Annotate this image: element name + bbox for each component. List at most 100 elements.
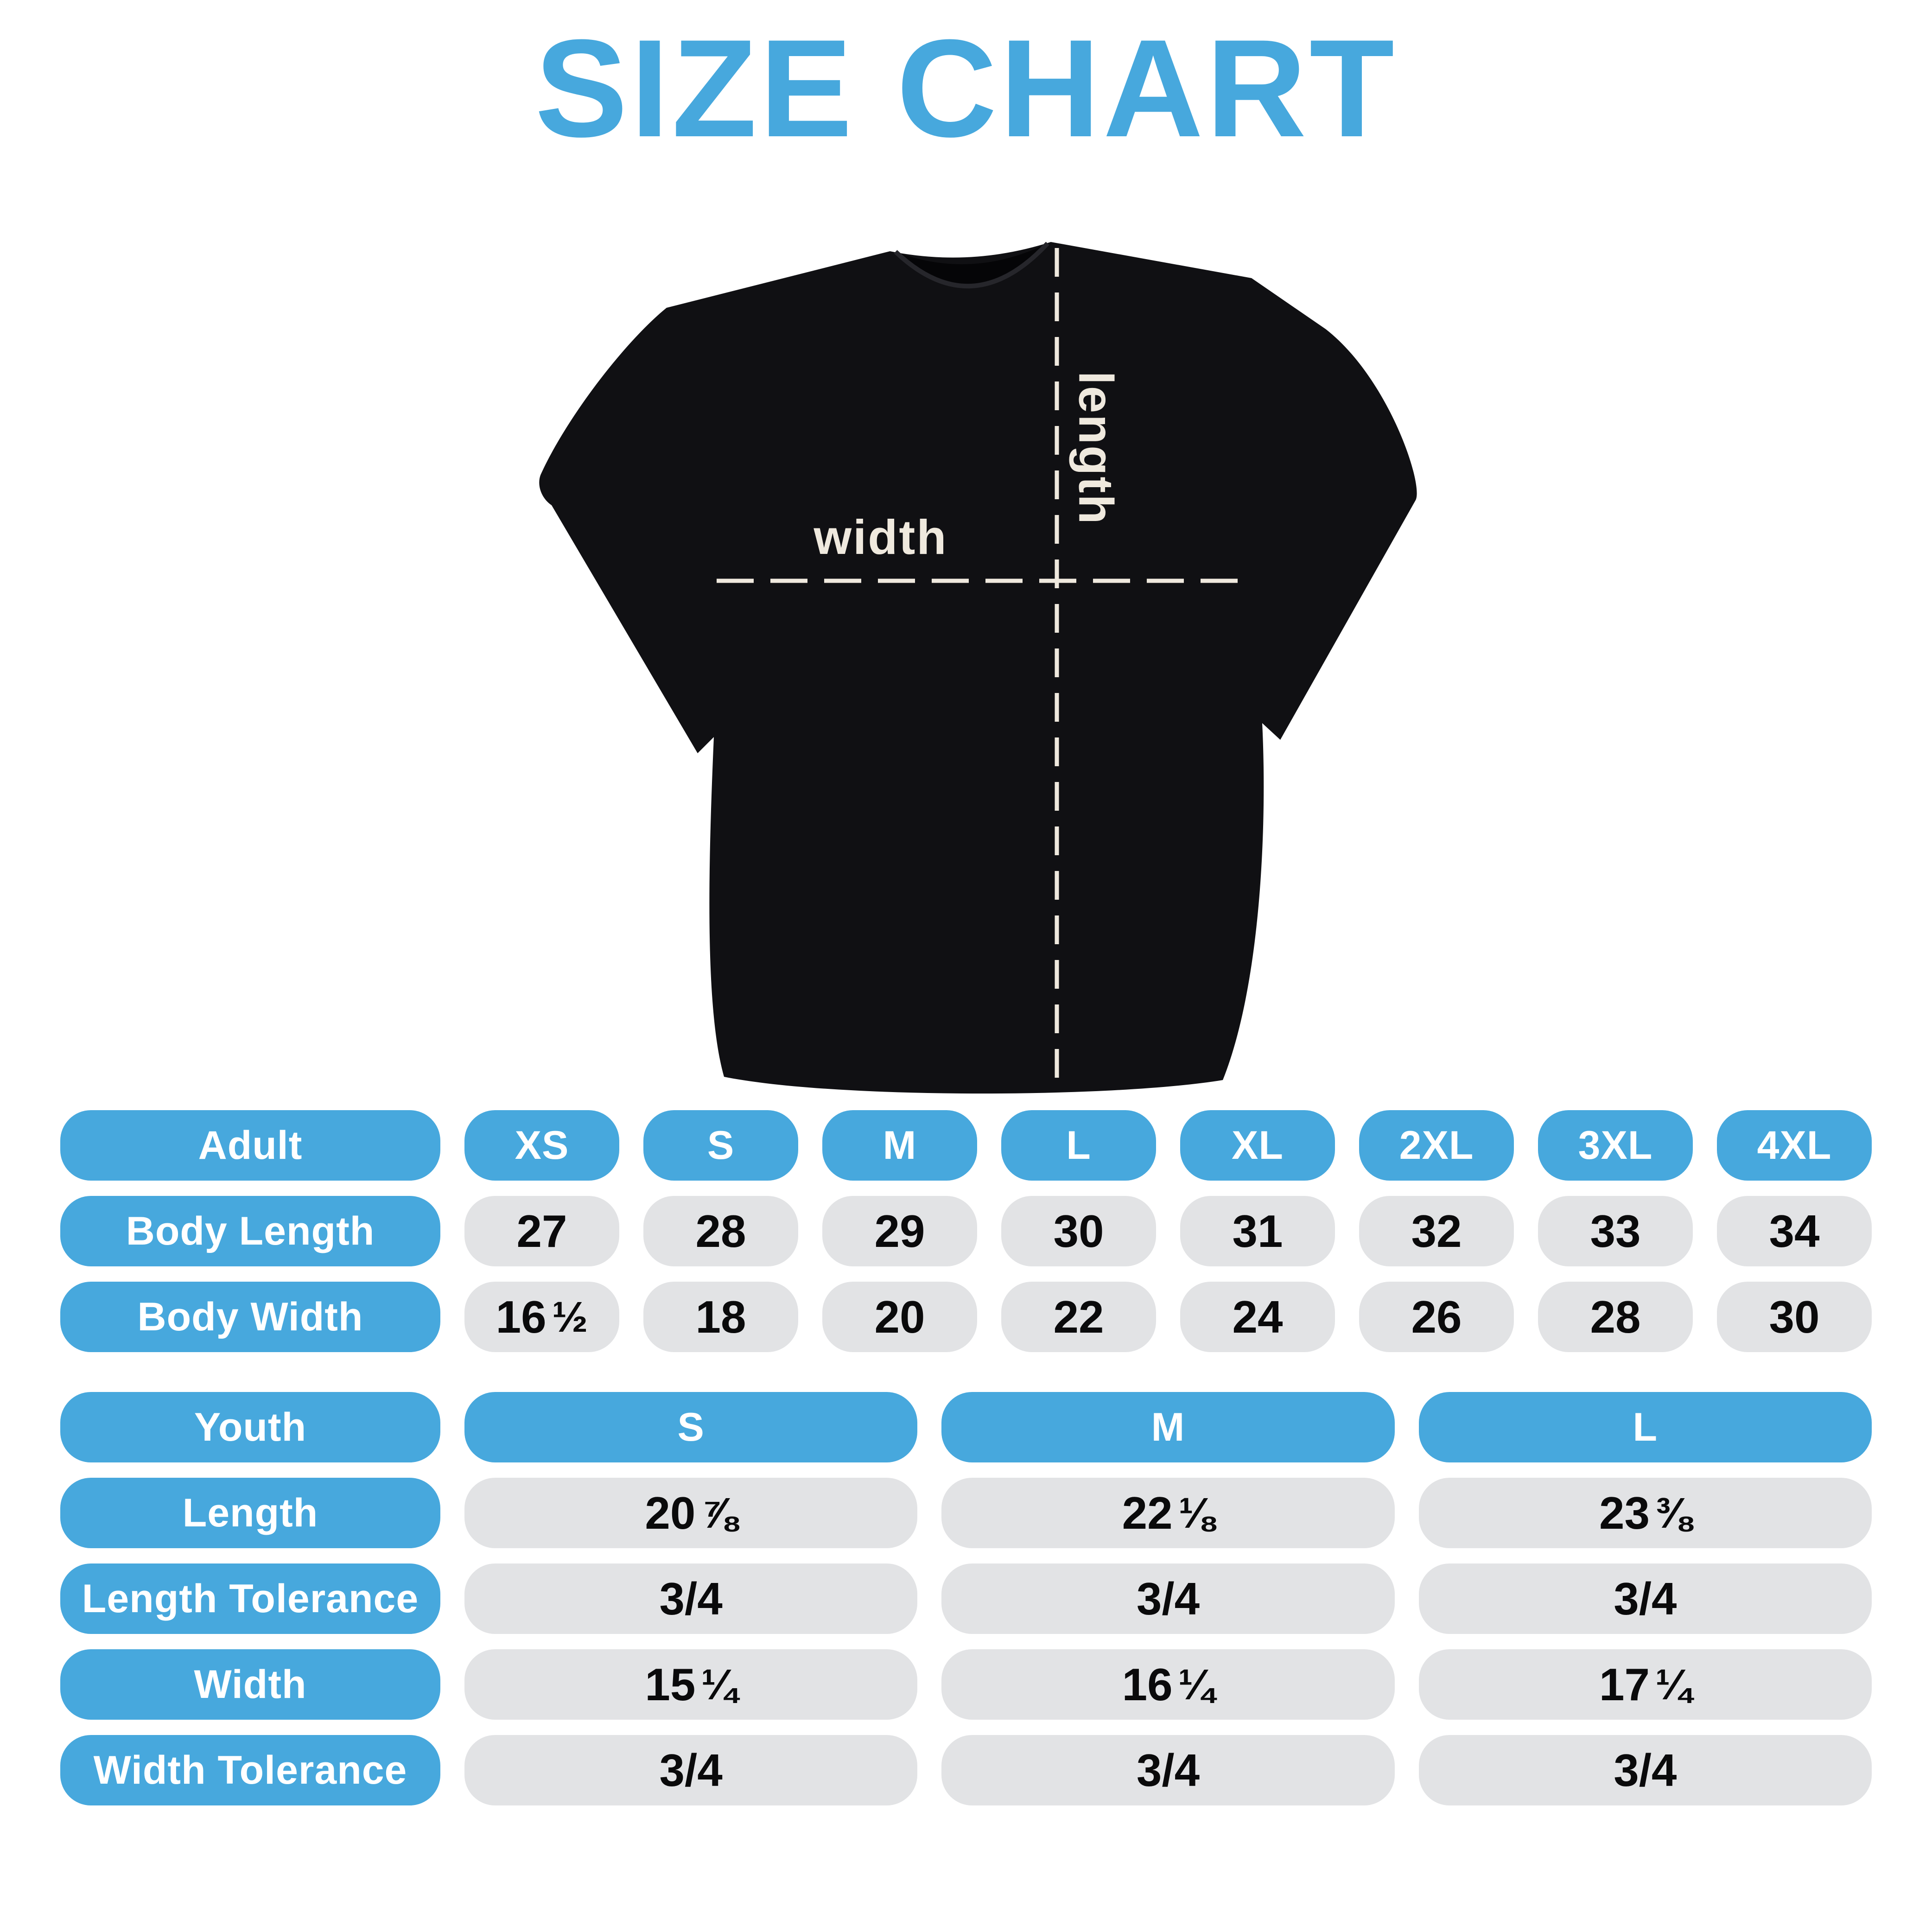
size-header-pill-m: M bbox=[822, 1110, 977, 1181]
value-main: 24 bbox=[1232, 1291, 1283, 1342]
value-pill: 3/4 bbox=[464, 1735, 918, 1805]
value-pill: 32 bbox=[1359, 1196, 1514, 1266]
row-label: Width Tolerance bbox=[93, 1748, 407, 1792]
size-header-label: M bbox=[1151, 1405, 1185, 1449]
value-pill: 26 bbox=[1359, 1282, 1514, 1352]
value-pill: 33 bbox=[1538, 1196, 1693, 1266]
page-title: SIZE CHART bbox=[535, 10, 1397, 166]
value-fraction: ½ bbox=[552, 1292, 588, 1341]
value-main: 17 bbox=[1599, 1659, 1650, 1710]
value-main: 3/4 bbox=[1136, 1744, 1200, 1796]
row-label-pill-width-tolerance: Width Tolerance bbox=[60, 1735, 440, 1805]
value-pill: 34 bbox=[1717, 1196, 1872, 1266]
youth-size-table: Youth S M L Length 20 ⅞ 22 ⅛ 23 ⅜ Length To… bbox=[60, 1392, 1872, 1805]
youth-header-label-pill: Youth bbox=[60, 1392, 440, 1462]
youth-size-header-pill-l: L bbox=[1418, 1392, 1872, 1462]
value-fraction: ⅜ bbox=[1655, 1488, 1691, 1537]
size-header-label: L bbox=[1066, 1123, 1091, 1168]
value-main: 34 bbox=[1769, 1205, 1820, 1257]
length-label: length bbox=[1068, 371, 1123, 526]
value-main: 22 bbox=[1122, 1487, 1173, 1538]
value-main: 28 bbox=[1590, 1291, 1641, 1342]
value-pill: 17 ¼ bbox=[1418, 1649, 1872, 1720]
value-main: 15 bbox=[645, 1659, 696, 1710]
value-main: 31 bbox=[1232, 1205, 1283, 1257]
value-main: 20 bbox=[874, 1291, 925, 1342]
size-header-pill-s: S bbox=[643, 1110, 798, 1181]
size-header-pill-xs: XS bbox=[464, 1110, 619, 1181]
row-label-pill-length-tolerance: Length Tolerance bbox=[60, 1563, 440, 1634]
size-header-label: 2XL bbox=[1399, 1123, 1474, 1168]
tshirt-graphic: width length bbox=[538, 225, 1418, 1101]
value-pill: 28 bbox=[1538, 1282, 1693, 1352]
value-pill: 3/4 bbox=[1418, 1563, 1872, 1634]
size-header-label: S bbox=[677, 1405, 705, 1449]
value-main: 33 bbox=[1590, 1205, 1641, 1257]
value-fraction: ¼ bbox=[1178, 1660, 1214, 1709]
value-pill: 28 bbox=[643, 1196, 798, 1266]
row-label: Length bbox=[182, 1490, 318, 1535]
size-header-label: 4XL bbox=[1757, 1123, 1832, 1168]
value-main: 3/4 bbox=[659, 1744, 723, 1796]
adult-size-table: Adult XS S M L XL 2XL 3XL 4XL Body Lengt… bbox=[60, 1110, 1872, 1352]
value-main: 29 bbox=[874, 1205, 925, 1257]
value-pill: 18 bbox=[643, 1282, 798, 1352]
value-pill: 22 ⅛ bbox=[941, 1478, 1395, 1548]
width-label: width bbox=[813, 510, 947, 565]
adult-header-label-pill: Adult bbox=[60, 1110, 440, 1181]
value-main: 16 bbox=[496, 1291, 547, 1342]
row-label-pill-length: Length bbox=[60, 1478, 440, 1548]
size-header-label: L bbox=[1633, 1405, 1658, 1449]
size-header-pill-3xl: 3XL bbox=[1538, 1110, 1693, 1181]
size-header-pill-2xl: 2XL bbox=[1359, 1110, 1514, 1181]
value-main: 3/4 bbox=[1614, 1573, 1677, 1624]
value-main: 3/4 bbox=[1614, 1744, 1677, 1796]
value-main: 23 bbox=[1599, 1487, 1650, 1538]
youth-size-header-pill-m: M bbox=[941, 1392, 1395, 1462]
value-pill: 30 bbox=[1001, 1196, 1156, 1266]
youth-header-label: Youth bbox=[194, 1405, 307, 1449]
value-pill: 30 bbox=[1717, 1282, 1872, 1352]
tshirt-body bbox=[539, 242, 1417, 1094]
tshirt-collar-band bbox=[894, 242, 1049, 289]
size-header-pill-l: L bbox=[1001, 1110, 1156, 1181]
value-pill: 3/4 bbox=[941, 1735, 1395, 1805]
size-header-pill-4xl: 4XL bbox=[1717, 1110, 1872, 1181]
adult-header-label: Adult bbox=[198, 1123, 303, 1168]
row-label: Body Length bbox=[126, 1208, 375, 1253]
value-fraction: ⅛ bbox=[1178, 1488, 1214, 1537]
value-pill: 29 bbox=[822, 1196, 977, 1266]
size-header-label: M bbox=[883, 1123, 917, 1168]
value-pill: 27 bbox=[464, 1196, 619, 1266]
value-pill: 24 bbox=[1180, 1282, 1335, 1352]
value-pill: 20 bbox=[822, 1282, 977, 1352]
value-pill: 22 bbox=[1001, 1282, 1156, 1352]
size-header-pill-xl: XL bbox=[1180, 1110, 1335, 1181]
value-fraction: ¼ bbox=[1655, 1660, 1691, 1709]
size-header-label: XL bbox=[1232, 1123, 1284, 1168]
value-main: 20 bbox=[645, 1487, 696, 1538]
value-pill: 15 ¼ bbox=[464, 1649, 918, 1720]
row-label: Width bbox=[194, 1662, 307, 1707]
value-main: 22 bbox=[1053, 1291, 1104, 1342]
value-main: 28 bbox=[695, 1205, 746, 1257]
size-header-label: 3XL bbox=[1578, 1123, 1653, 1168]
size-header-label: XS bbox=[515, 1123, 569, 1168]
size-header-label: S bbox=[707, 1123, 735, 1168]
value-main: 3/4 bbox=[659, 1573, 723, 1624]
value-main: 32 bbox=[1411, 1205, 1462, 1257]
value-pill: 16 ½ bbox=[464, 1282, 619, 1352]
value-pill: 31 bbox=[1180, 1196, 1335, 1266]
youth-size-header-pill-s: S bbox=[464, 1392, 918, 1462]
value-main: 26 bbox=[1411, 1291, 1462, 1342]
value-pill: 23 ⅜ bbox=[1418, 1478, 1872, 1548]
value-main: 3/4 bbox=[1136, 1573, 1200, 1624]
row-label: Body Width bbox=[137, 1294, 363, 1339]
value-pill: 20 ⅞ bbox=[464, 1478, 918, 1548]
row-label: Length Tolerance bbox=[82, 1576, 419, 1621]
row-label-pill-body-width: Body Width bbox=[60, 1282, 440, 1352]
value-main: 30 bbox=[1053, 1205, 1104, 1257]
value-fraction: ⅞ bbox=[701, 1488, 737, 1537]
value-main: 27 bbox=[516, 1205, 567, 1257]
